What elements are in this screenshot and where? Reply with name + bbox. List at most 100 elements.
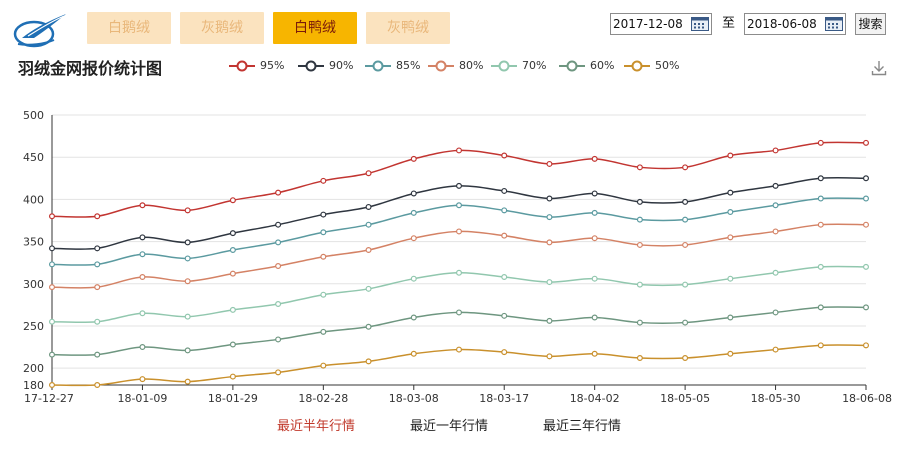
y-tick-label: 180 — [23, 379, 44, 392]
data-point — [862, 175, 869, 182]
calendar-icon[interactable] — [825, 17, 843, 31]
data-point — [48, 382, 55, 389]
data-point — [275, 221, 282, 228]
data-point — [591, 314, 598, 321]
data-point — [94, 213, 101, 220]
data-point — [817, 175, 824, 182]
legend-swatch — [229, 60, 255, 72]
data-point — [365, 358, 372, 365]
data-point — [275, 189, 282, 196]
data-point — [862, 139, 869, 146]
data-point — [682, 319, 689, 326]
data-point — [229, 341, 236, 348]
tab-white-duck-down[interactable]: 白鸭绒 — [273, 12, 357, 44]
data-point — [94, 245, 101, 252]
data-point — [48, 351, 55, 358]
y-tick-label: 200 — [23, 362, 44, 375]
data-point — [365, 323, 372, 330]
data-point — [636, 241, 643, 248]
data-point — [410, 190, 417, 197]
calendar-icon[interactable] — [691, 17, 709, 31]
data-point — [727, 189, 734, 196]
data-point — [184, 255, 191, 262]
y-tick-label: 500 — [23, 109, 44, 122]
data-point — [546, 279, 553, 286]
data-point — [456, 202, 463, 209]
data-point — [410, 209, 417, 216]
data-point — [817, 221, 824, 228]
price-line-chart: 180 200 250 300 350 400 450 500 17-12-27 18-01-09… — [23, 109, 892, 405]
data-point — [862, 304, 869, 311]
data-point — [229, 230, 236, 237]
data-point — [184, 313, 191, 320]
data-point — [862, 263, 869, 270]
data-point — [636, 164, 643, 171]
search-button[interactable]: 搜索 — [855, 13, 886, 35]
y-tick-label: 400 — [23, 193, 44, 206]
data-point — [862, 342, 869, 349]
data-point — [682, 216, 689, 223]
data-point — [184, 278, 191, 285]
data-point — [410, 350, 417, 357]
data-point — [365, 247, 372, 254]
data-point — [682, 355, 689, 362]
data-point — [184, 207, 191, 214]
x-tick-label: 18-05-30 — [751, 392, 801, 405]
tab-white-goose-down[interactable]: 白鹅绒 — [87, 12, 171, 44]
y-tick-label: 450 — [23, 151, 44, 164]
data-point — [94, 284, 101, 291]
legend-label: 50% — [655, 59, 680, 72]
data-point — [501, 312, 508, 319]
x-tick-label: 18-01-09 — [117, 392, 167, 405]
data-point — [410, 235, 417, 242]
data-point — [591, 190, 598, 197]
data-point — [772, 346, 779, 353]
legend-label: 70% — [522, 59, 547, 72]
y-tick-label: 350 — [23, 236, 44, 249]
range-link-one-year[interactable]: 最近一年行情 — [410, 419, 489, 434]
data-point — [320, 211, 327, 218]
download-icon[interactable] — [871, 60, 887, 76]
data-point — [727, 275, 734, 282]
data-point — [320, 291, 327, 298]
range-link-three-years[interactable]: 最近三年行情 — [543, 419, 622, 434]
data-point — [636, 281, 643, 288]
data-point — [817, 263, 824, 270]
data-point — [501, 207, 508, 214]
x-tick-label: 18-05-05 — [660, 392, 710, 405]
tab-grey-goose-down[interactable]: 灰鹅绒 — [180, 12, 264, 44]
x-tick-label: 18-02-28 — [298, 392, 348, 405]
data-point — [275, 369, 282, 376]
data-point — [94, 261, 101, 268]
data-point — [546, 195, 553, 202]
legend-label: 90% — [329, 59, 354, 72]
x-tick-label: 18-01-29 — [208, 392, 258, 405]
data-point — [817, 342, 824, 349]
data-point — [727, 234, 734, 241]
data-point — [636, 198, 643, 205]
data-point — [410, 155, 417, 162]
data-point — [591, 209, 598, 216]
x-tick-label: 17-12-27 — [24, 392, 74, 405]
data-point — [546, 317, 553, 324]
legend-label: 95% — [260, 59, 285, 72]
data-point — [772, 147, 779, 154]
data-point — [727, 314, 734, 321]
data-point — [320, 177, 327, 184]
x-tick-label: 18-03-17 — [479, 392, 529, 405]
data-point — [546, 239, 553, 246]
legend-swatch — [491, 60, 517, 72]
data-point — [410, 314, 417, 321]
data-point — [591, 275, 598, 282]
data-point — [139, 310, 146, 317]
data-point — [365, 170, 372, 177]
data-point — [320, 328, 327, 335]
range-link-half-year[interactable]: 最近半年行情 — [277, 419, 356, 434]
data-point — [320, 253, 327, 260]
end-date-field[interactable]: 2018-06-08 — [744, 13, 846, 35]
data-point — [48, 245, 55, 252]
tab-grey-duck-down[interactable]: 灰鸭绒 — [366, 12, 450, 44]
data-point — [275, 301, 282, 308]
data-point — [275, 263, 282, 270]
start-date-field[interactable]: 2017-12-08 — [610, 13, 712, 35]
